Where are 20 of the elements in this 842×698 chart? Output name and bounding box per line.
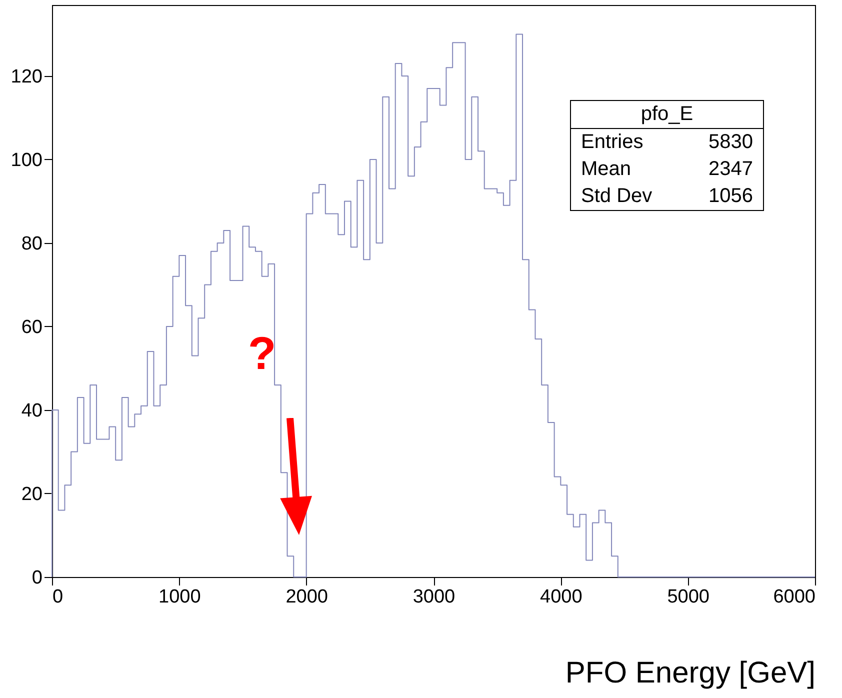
x-tick-label: 4000	[540, 586, 582, 608]
y-tick-label: 100	[10, 150, 42, 171]
x-tick-label: 5000	[667, 586, 710, 608]
text: Entries 5830	[581, 131, 753, 153]
y-tick-label: 20	[21, 484, 42, 505]
annotation: ?	[248, 327, 276, 379]
text: Std Dev 1056	[581, 185, 753, 207]
y-tick-label: 120	[10, 66, 42, 88]
x-tick-label: 3000	[412, 586, 456, 608]
x-tick-label: 0	[52, 586, 64, 608]
y-tick-label: 40	[21, 400, 42, 422]
y-tick-label: 60	[21, 316, 42, 338]
y-tick-label: 0	[32, 568, 42, 588]
x-tick-label: 6000	[773, 586, 816, 608]
x-axis-title: PFO Energy [GeV]	[565, 656, 816, 690]
x-tick-label: 1000	[158, 586, 201, 608]
text: Mean 2347	[581, 158, 753, 180]
annotation: pfo_E	[571, 101, 763, 129]
x-tick-label: 2000	[286, 586, 328, 608]
y-tick-label: 80	[21, 233, 42, 254]
